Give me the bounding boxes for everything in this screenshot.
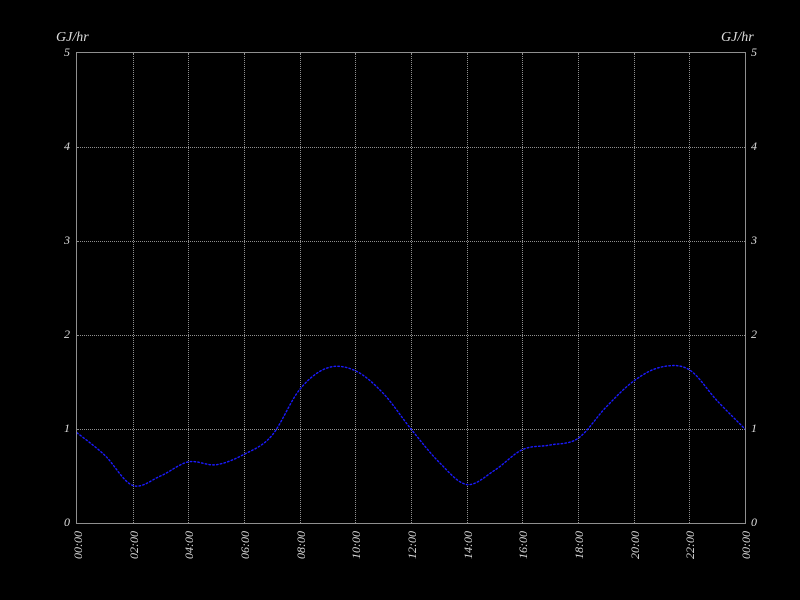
y-tick-label-left: 0 [64,514,70,529]
plot-area [76,52,746,524]
x-tick-label: 14:00 [460,531,475,559]
y-tick-label-right: 2 [751,326,757,341]
x-tick-label: 06:00 [238,531,252,559]
vertical-gridline [466,53,468,523]
vertical-gridline [188,53,190,523]
horizontal-gridline [77,335,745,336]
y-tick-label-left: 3 [64,232,70,247]
x-tick-label: 00:00 [71,531,85,559]
x-tick-label: 02:00 [126,531,141,559]
vertical-gridline [411,53,412,523]
x-tick-label: 18:00 [572,531,586,559]
vertical-gridline [355,53,357,523]
y-tick-label-left: 5 [64,44,70,59]
y-tick-label-right: 3 [751,232,757,247]
horizontal-gridline [77,241,745,242]
vertical-gridline [299,53,301,523]
vertical-gridline [689,53,691,523]
x-tick-label: 08:00 [293,531,308,559]
y-tick-label-right: 1 [751,420,757,435]
vertical-gridline [522,53,524,523]
vertical-gridline [244,53,245,523]
y-tick-label-left: 4 [64,138,70,153]
vertical-gridline [578,53,579,523]
y-tick-label-left: 1 [64,420,70,435]
vertical-gridline [132,53,134,523]
vertical-gridline [633,53,635,523]
horizontal-gridline [77,147,745,148]
x-tick-label: 20:00 [627,531,642,559]
left-axis-unit-label: GJ/hr [56,30,89,45]
x-tick-label: 10:00 [349,531,364,559]
y-tick-label-right: 5 [751,44,757,59]
x-tick-label: 12:00 [405,531,419,559]
y-tick-label-right: 4 [751,138,757,153]
x-tick-label: 00:00 [739,531,753,559]
y-tick-label-left: 2 [64,326,70,341]
x-tick-label: 04:00 [182,531,197,559]
y-tick-label-right: 0 [751,514,757,529]
x-tick-label: 22:00 [683,531,698,559]
series-line [77,364,745,487]
right-axis-unit-label: GJ/hr [721,30,754,45]
data-series-layer [77,364,745,487]
x-tick-label: 16:00 [516,531,531,559]
